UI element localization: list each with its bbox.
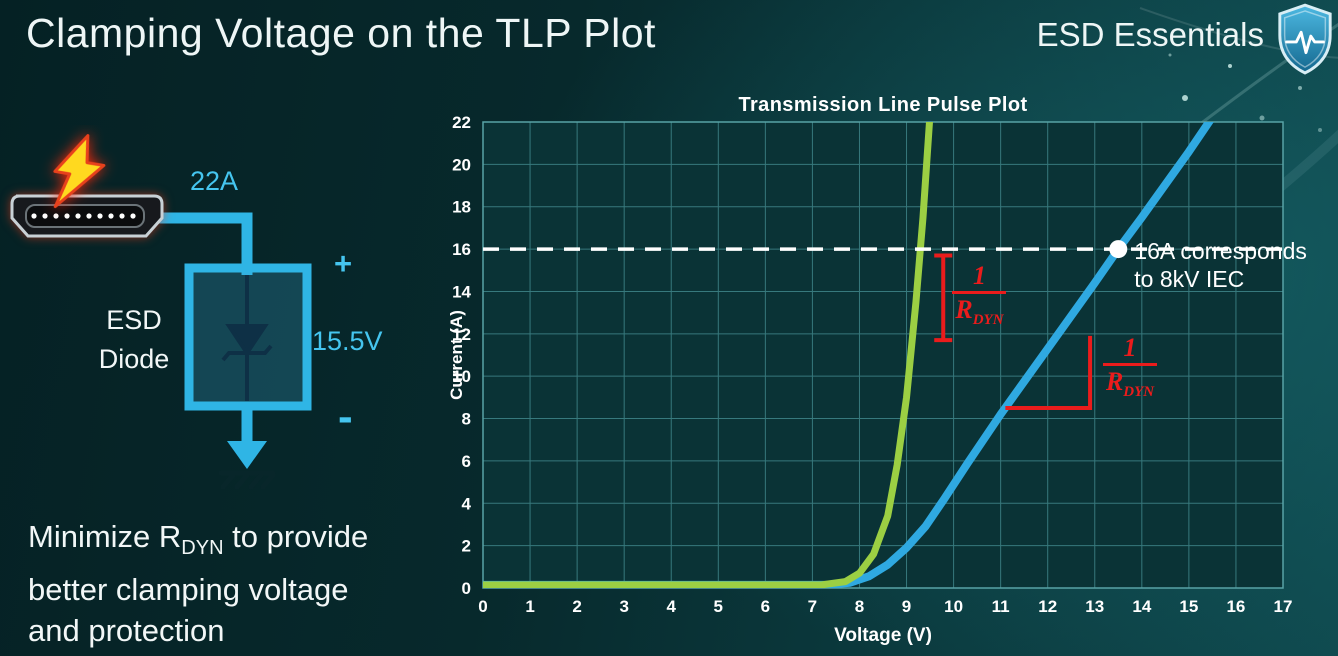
caption-line3: and protection (28, 613, 225, 649)
marker-dot (1109, 240, 1128, 259)
x-tick-label: 7 (808, 597, 817, 616)
fraction-bar (1103, 362, 1158, 366)
x-tick-label: 0 (478, 597, 487, 616)
marker-annotation: 16A corresponds to 8kV IEC (1134, 238, 1307, 293)
y-tick-label: 8 (462, 410, 471, 429)
surge-wire (158, 212, 253, 275)
x-tick-label: 6 (761, 597, 770, 616)
fraction-denominator: RDYN (955, 294, 1004, 328)
tlp-plot: 0 1 2 3 4 5 6 7 8 9 10 11 12 13 14 15 16 1702468101214161… (452, 113, 1293, 616)
y-axis-title: Current (A) (447, 310, 466, 400)
x-tick-label: 9 (902, 597, 911, 616)
rdyn-fraction-blue: 1 RDYN (1100, 332, 1160, 406)
shield-icon (1278, 3, 1332, 75)
y-tick-label: 12 (452, 325, 471, 344)
hdmi-pins (31, 213, 136, 219)
x-tick-label: 10 (944, 597, 963, 616)
heartbeat-pulse-icon (1285, 30, 1325, 55)
x-tick-label: 1 (525, 597, 534, 616)
x-tick-label: 16 (1226, 597, 1245, 616)
x-tick-label: 12 (1038, 597, 1057, 616)
brand-text: ESD Essentials (1036, 16, 1264, 53)
y-tick-label: 20 (452, 155, 471, 174)
surge-current-label: 22A (190, 166, 239, 196)
x-tick-label: 3 (619, 597, 628, 616)
fraction-numerator: 1 (1123, 332, 1137, 362)
esd-circuit-diagram (10, 134, 312, 490)
x-tick-label: 11 (992, 597, 1010, 616)
fraction-bar (952, 290, 1007, 294)
rdyn-fraction-green: 1 RDYN (949, 260, 1009, 334)
esd-diode-label: ESD Diode (85, 301, 183, 379)
x-axis-title: Voltage (V) (834, 625, 932, 646)
y-tick-label: 10 (452, 367, 471, 386)
rdyn-subscript: DYN (181, 537, 224, 560)
y-tick-label: 6 (462, 452, 471, 471)
y-tick-label: 16 (452, 240, 471, 259)
takeaway-caption: Minimize RDYN to provide better clamping… (28, 516, 368, 651)
y-tick-label: 2 (462, 537, 471, 556)
y-tick-label: 22 (452, 113, 471, 132)
y-tick-label: 18 (452, 198, 471, 217)
plot-frame (482, 121, 1284, 589)
fraction-denominator: RDYN (1105, 366, 1155, 400)
series-curve (483, 122, 933, 588)
x-tick-label: 14 (1132, 597, 1151, 616)
ground-icon (218, 408, 276, 490)
zener-diode-icon (221, 275, 273, 401)
clamp-voltage-label: 15.5V (312, 326, 383, 356)
x-tick-label: 15 (1179, 597, 1198, 616)
y-tick-label: 14 (452, 282, 471, 301)
slope-indicator (934, 253, 953, 343)
y-tick-label: 4 (462, 494, 472, 513)
hdmi-connector-icon (10, 194, 164, 238)
caption-line1: Minimize RDYN to provide (28, 519, 369, 560)
x-tick-label: 5 (714, 597, 723, 616)
series-curve (483, 122, 1214, 588)
shield-inner-outline (1283, 10, 1327, 68)
polarity-plus-label: + (334, 246, 353, 281)
slope-indicator (1005, 335, 1093, 410)
chart-title: Transmission Line Pulse Plot (738, 94, 1028, 116)
x-tick-label: 17 (1274, 597, 1293, 616)
esd-diode-label-line2: Diode (98, 344, 170, 374)
y-tick-label: 0 (462, 579, 471, 598)
shield-outline (1278, 3, 1332, 75)
tlp-chart: Transmission Line Pulse Plot Current (A)… (438, 92, 1338, 656)
lightning-bolt-icon (53, 134, 106, 209)
x-tick-label: 13 (1085, 597, 1104, 616)
esd-diode-label-line1: ESD (106, 305, 162, 335)
x-tick-label: 2 (572, 597, 581, 616)
fraction-numerator: 1 (972, 260, 986, 290)
polarity-minus-label: - (338, 392, 353, 441)
slide-title: Clamping Voltage on the TLP Plot (26, 10, 656, 56)
caption-line2: better clamping voltage (28, 572, 349, 608)
x-tick-label: 8 (855, 597, 864, 616)
x-tick-label: 4 (667, 597, 677, 616)
